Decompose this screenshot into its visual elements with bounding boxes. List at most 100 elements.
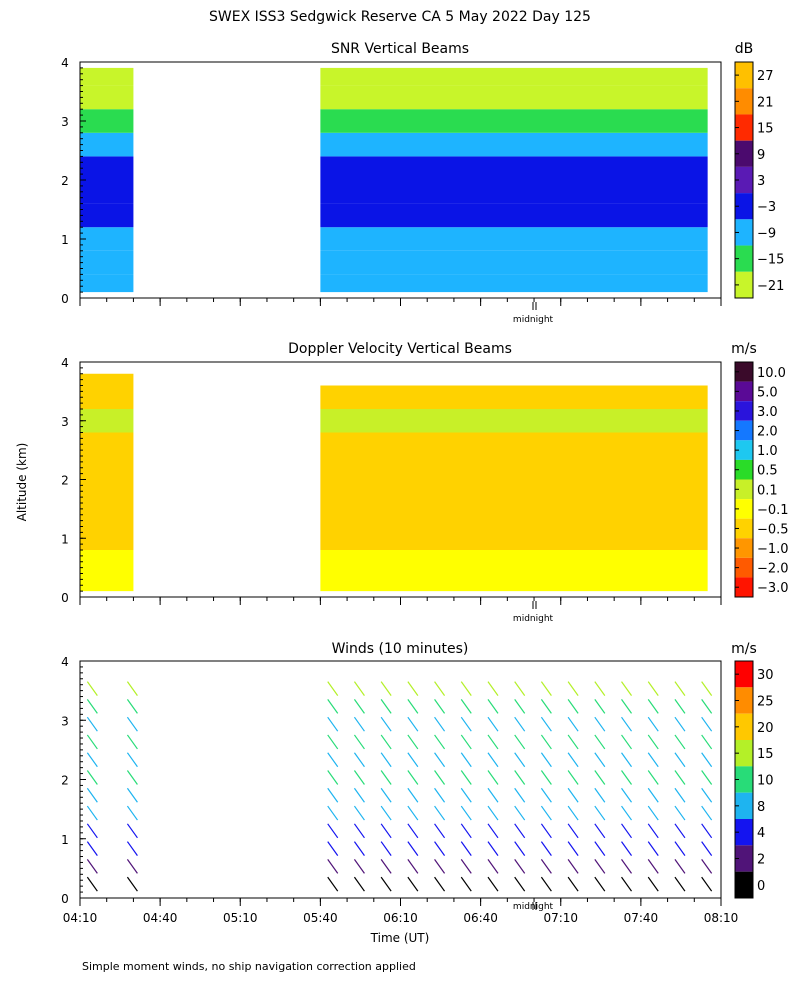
wind-barb-1-4 [126, 805, 138, 821]
wind-barb-8-7 [487, 752, 499, 768]
wind-barb-7-4 [460, 805, 472, 821]
wind-barb-0-10 [86, 699, 98, 714]
y-tick-label: 4 [61, 56, 69, 70]
heatmap-band-1-1 [320, 550, 708, 574]
wind-barb-3-0 [353, 876, 365, 892]
heatmap-band-0-5 [80, 456, 134, 480]
wind-barb-14-7 [647, 752, 659, 768]
heatmap-band-0-4 [80, 479, 134, 503]
wind-barb-6-8 [434, 734, 446, 750]
wind-barb-11-3 [567, 823, 579, 839]
colorbar-label: 0 [757, 879, 765, 894]
x-axis-label: Time (UT) [370, 931, 430, 945]
heatmap-band-1-3 [320, 503, 708, 527]
heatmap-band-0-3 [80, 503, 134, 527]
wind-barb-7-11 [460, 681, 472, 696]
y-tick-label: 3 [61, 714, 69, 728]
wind-barb-7-5 [460, 787, 472, 803]
wind-barb-14-3 [647, 823, 659, 839]
colorbar-swatch [735, 401, 753, 421]
snr-colorbar: 27 21 15 9 3 −3 −9 −15 −21 [734, 61, 784, 299]
doppler-midnight-label: midnight [513, 614, 554, 624]
wind-barb-11-7 [567, 752, 579, 768]
wind-barb-1-5 [126, 787, 138, 803]
wind-barb-9-3 [514, 823, 526, 839]
wind-barb-15-4 [674, 805, 686, 821]
wind-barb-5-2 [407, 841, 419, 856]
colorbar-swatch [735, 538, 753, 558]
wind-barb-13-9 [621, 716, 633, 732]
wind-barb-5-6 [407, 770, 419, 785]
wind-barb-10-4 [540, 805, 552, 821]
wind-barb-7-9 [460, 716, 472, 732]
wind-barb-13-1 [621, 859, 633, 874]
colorbar-label: 10 [757, 774, 774, 789]
colorbar-swatch [735, 219, 753, 246]
wind-barb-15-10 [674, 699, 686, 714]
colorbar-label: 27 [757, 69, 774, 84]
wind-barb-6-9 [434, 716, 446, 732]
colorbar-swatch [735, 518, 753, 539]
wind-barb-4-0 [380, 876, 392, 892]
wind-barb-5-4 [407, 805, 419, 821]
wind-barb-13-4 [621, 805, 633, 821]
colorbar-label: 25 [757, 695, 774, 710]
wind-barb-13-6 [621, 770, 633, 785]
wind-barb-10-11 [540, 681, 552, 696]
wind-barb-9-2 [514, 841, 526, 856]
heatmap-band-1-8 [320, 85, 708, 110]
heatmap-band-1-7 [320, 409, 708, 433]
colorbar-swatch [735, 713, 753, 740]
y-tick-label: 1 [61, 833, 69, 847]
colorbar-swatch [735, 871, 753, 898]
wind-barb-3-9 [353, 716, 365, 732]
wind-barb-12-8 [594, 734, 606, 750]
wind-barb-7-2 [460, 841, 472, 856]
colorbar-swatch [735, 577, 753, 597]
wind-barb-12-11 [594, 681, 606, 696]
colorbar-label: −21 [757, 279, 784, 294]
heatmap-band-0-6 [80, 132, 134, 157]
colorbar-label: 3 [757, 174, 765, 189]
wind-barb-7-0 [460, 876, 472, 892]
wind-barb-6-6 [434, 770, 446, 785]
figure-title: SWEX ISS3 Sedgwick Reserve CA 5 May 2022… [209, 9, 591, 25]
colorbar-label: 0.1 [757, 483, 778, 498]
wind-barb-8-1 [487, 859, 499, 874]
wind-barb-16-7 [701, 752, 713, 768]
wind-barb-10-5 [540, 787, 552, 803]
wind-barb-15-8 [674, 734, 686, 750]
heatmap-band-1-8 [320, 385, 708, 409]
wind-barb-3-4 [353, 805, 365, 821]
wind-barb-9-5 [514, 787, 526, 803]
wind-barb-3-11 [353, 681, 365, 696]
wind-barb-15-9 [674, 716, 686, 732]
wind-barb-5-3 [407, 823, 419, 839]
colorbar-swatch [735, 140, 753, 167]
wind-barb-6-1 [434, 859, 446, 874]
wind-barb-14-1 [647, 859, 659, 874]
colorbar-swatch [735, 245, 753, 272]
wind-barb-4-10 [380, 699, 392, 714]
colorbar-swatch [735, 459, 753, 480]
heatmap-band-0-1 [80, 250, 134, 275]
wind-barb-4-1 [380, 859, 392, 874]
colorbar-swatch [735, 845, 753, 872]
wind-barb-9-4 [514, 805, 526, 821]
wind-barb-8-4 [487, 805, 499, 821]
heatmap-band-0-8 [80, 85, 134, 110]
wind-barb-6-7 [434, 752, 446, 768]
wind-barb-11-1 [567, 859, 579, 874]
wind-barb-3-2 [353, 841, 365, 856]
wind-barb-16-3 [701, 823, 713, 839]
y-tick-label: 2 [61, 774, 69, 788]
wind-barb-15-7 [674, 752, 686, 768]
wind-barb-8-0 [487, 876, 499, 892]
colorbar-label: −3 [757, 200, 776, 215]
wind-barb-14-0 [647, 876, 659, 892]
wind-barb-10-6 [540, 770, 552, 785]
colorbar-label: −2.0 [757, 562, 789, 577]
snr-panel: 0 1 2 3 4 [61, 56, 722, 310]
colorbar-label: 15 [757, 122, 774, 137]
